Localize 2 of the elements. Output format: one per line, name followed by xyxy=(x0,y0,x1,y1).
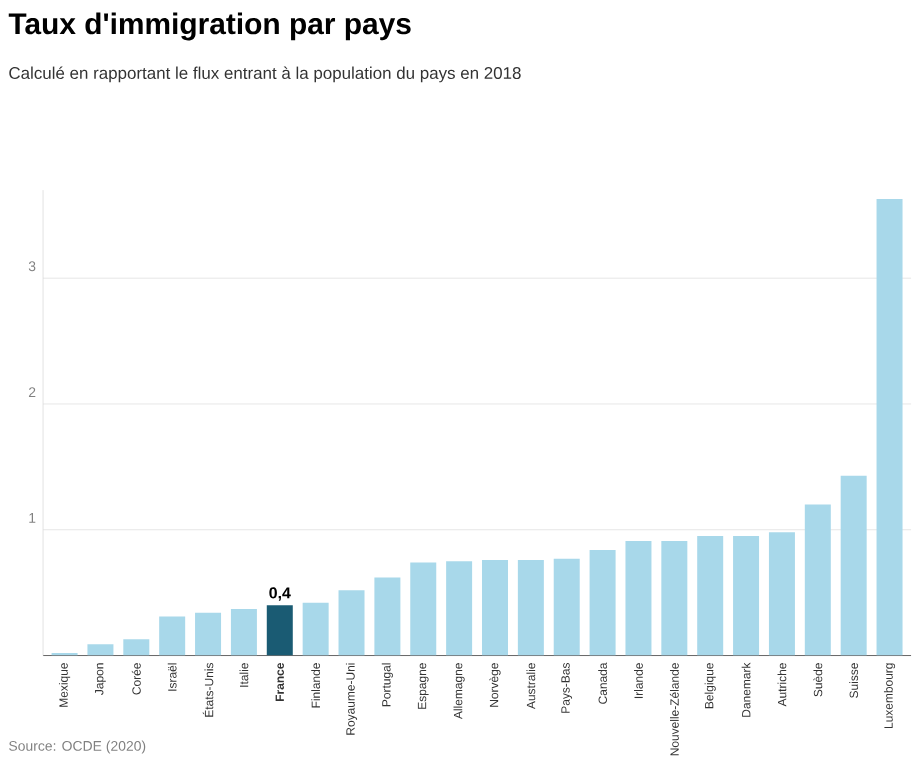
chart-subtitle: Calculé en rapportant le flux entrant à la population du pays en 2018 xyxy=(9,66,521,83)
chart-title: Taux d'immigration par pays xyxy=(8,12,411,41)
